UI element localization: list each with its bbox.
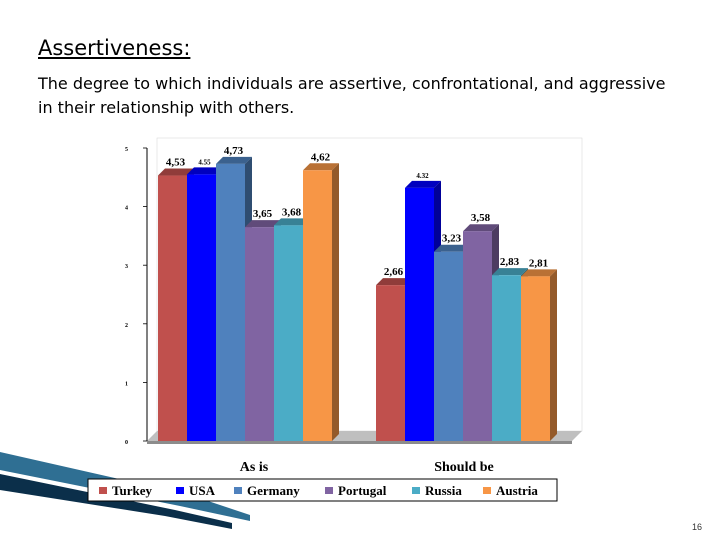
data-label: 2,83: [500, 256, 520, 268]
bar-russia: [492, 275, 521, 441]
bar-top: [405, 180, 441, 188]
y-tick-label: 5: [125, 147, 128, 153]
data-label: 2,81: [529, 257, 548, 269]
bar-austria: [303, 170, 332, 441]
data-label: 2,66: [384, 266, 404, 278]
data-label: 4.32: [416, 172, 429, 180]
data-label: 3,68: [282, 206, 302, 218]
legend-label: Russia: [425, 483, 462, 498]
y-tick-label: 3: [125, 264, 128, 270]
slide-description: The degree to which individuals are asse…: [38, 74, 666, 117]
bar-usa: [187, 174, 216, 441]
chart-floor-edge: [147, 441, 572, 444]
data-label: 4,73: [224, 145, 244, 157]
bar-top: [216, 156, 252, 164]
legend-label: Germany: [247, 483, 300, 498]
bar-turkey: [376, 285, 405, 441]
bar-russia: [274, 225, 303, 441]
legend-swatch: [176, 487, 184, 494]
bar-top: [521, 269, 557, 277]
bar-side: [550, 269, 557, 441]
legend-label: Turkey: [112, 483, 152, 498]
legend-swatch: [99, 487, 107, 494]
bar-top: [376, 278, 412, 286]
page-number: 16: [691, 522, 702, 532]
legend-label: USA: [189, 483, 216, 498]
data-label: 3,58: [471, 212, 491, 224]
legend-label: Portugal: [338, 483, 387, 498]
bar-top: [274, 218, 310, 226]
y-tick-label: 4: [125, 206, 128, 212]
data-label: 4,53: [166, 157, 186, 169]
y-tick-label: 2: [125, 323, 128, 329]
bar-top: [463, 224, 499, 232]
plot-area: 0 1 2 3 4 5 4,53 4.55 4,73 3,65 3,68 4,62 As is 2,66 4…: [125, 137, 583, 475]
y-tick-label: 0: [125, 440, 128, 446]
y-tick-label: 1: [125, 381, 128, 387]
bar-top: [303, 163, 339, 171]
x-category-label: Should be: [434, 460, 494, 475]
bar-usa: [405, 187, 434, 441]
legend: Turkey USA Germany Portugal Russia Austria: [87, 478, 558, 502]
data-label: 3,23: [442, 233, 462, 245]
bar-portugal: [245, 227, 274, 441]
bar-top: [245, 220, 281, 228]
bar-germany: [434, 251, 463, 441]
legend-box: [87, 478, 558, 502]
legend-swatch: [412, 487, 420, 494]
bar-top: [492, 268, 528, 276]
slide-title: Assertiveness:: [38, 36, 191, 60]
legend-swatch: [483, 487, 491, 494]
bar-top: [158, 168, 194, 176]
bar-germany: [216, 163, 245, 441]
legend-swatch: [325, 487, 333, 494]
bar-austria: [521, 276, 550, 441]
bar-top: [187, 167, 223, 175]
bar-side: [332, 163, 339, 441]
bar-top: [434, 244, 470, 252]
data-label: 4,62: [311, 151, 331, 163]
data-label: 4.55: [198, 158, 211, 166]
bar-turkey: [158, 175, 187, 442]
data-label: 3,65: [253, 208, 273, 220]
x-category-label: As is: [240, 460, 269, 475]
bar-portugal: [463, 231, 492, 441]
legend-swatch: [234, 487, 242, 494]
legend-label: Austria: [496, 483, 538, 498]
